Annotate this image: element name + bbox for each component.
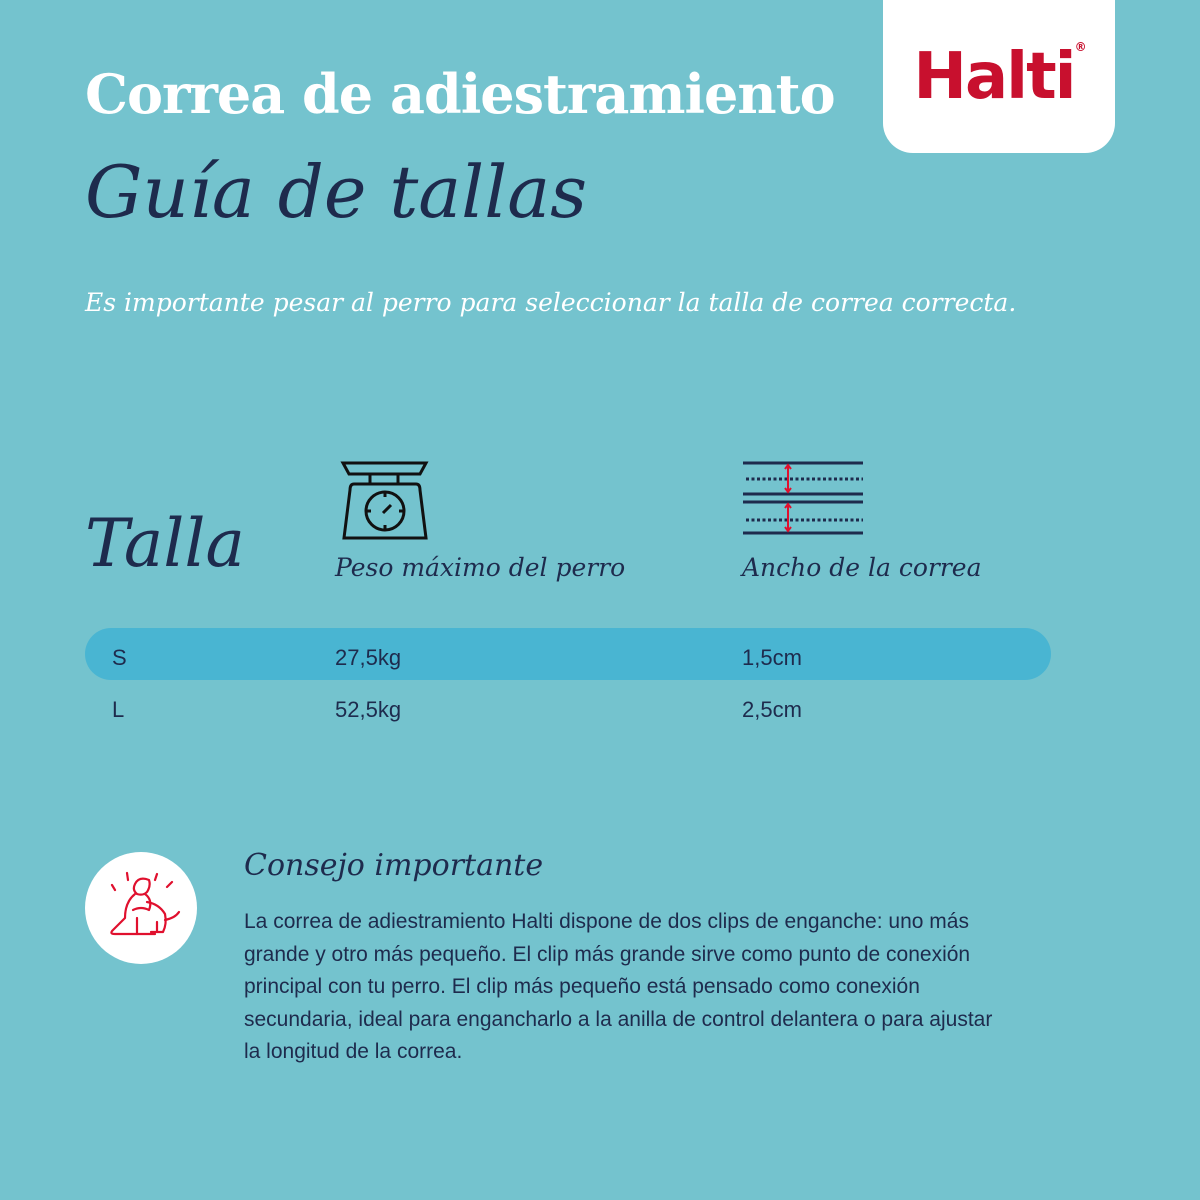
row-l-weight: 52,5kg [335,697,402,722]
column-header-weight: Peso máximo del perro [335,553,626,582]
column-header-leash-width: Ancho de la correa [742,553,982,582]
tip-title: Consejo importante [244,848,544,883]
halti-logo: Halti® [883,0,1115,153]
leash-width-icon [743,461,863,535]
row-l-width: 2,5cm [742,697,802,722]
person-hugging-dog-icon [110,871,181,936]
row-s-weight: 27,5kg [335,645,402,670]
row-l-size: L [112,697,125,722]
table-row-highlighted [85,628,1051,680]
page-subtitle: Guía de tallas [85,150,588,234]
page-title: Correa de adiestramiento [85,62,836,126]
row-s-size: S [112,645,127,670]
column-header-size: Talla [85,505,245,582]
tip-body: La correa de adiestramiento Halti dispon… [244,910,993,1063]
tip-icon-circle [85,852,197,964]
scale-icon [340,461,429,540]
registered-mark: ® [1074,39,1087,54]
row-s-width: 1,5cm [742,645,802,670]
intro-text: Es importante pesar al perro para selecc… [85,288,1017,317]
logo-text: Halti [913,39,1076,114]
